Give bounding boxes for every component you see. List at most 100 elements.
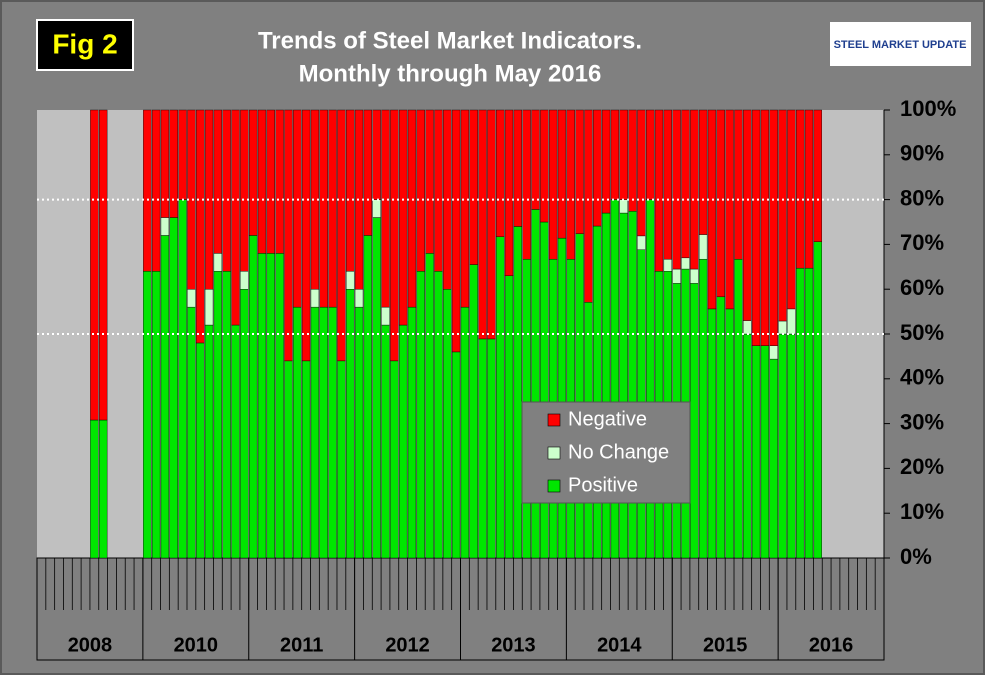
bar-segment xyxy=(416,109,425,272)
bar-segment xyxy=(346,289,355,559)
bar-segment xyxy=(804,267,814,559)
bar-segment xyxy=(698,109,708,235)
bar-segment xyxy=(319,306,328,559)
bar-segment xyxy=(257,253,267,559)
y-tick-label: 90% xyxy=(900,141,944,166)
bar-segment xyxy=(99,419,108,559)
bar-segment xyxy=(363,109,373,236)
figure-label: Fig 2 xyxy=(52,28,117,59)
bar-segment xyxy=(407,109,417,308)
bar-segment xyxy=(796,267,805,559)
y-tick-label: 10% xyxy=(900,499,944,524)
legend-swatch xyxy=(547,413,561,427)
bar-segment xyxy=(354,289,364,308)
bar-segment xyxy=(707,109,717,310)
bar-segment xyxy=(796,109,805,269)
y-tick-label: 70% xyxy=(900,230,944,255)
bar-segment xyxy=(619,212,628,559)
bar-segment xyxy=(487,109,496,340)
y-tick-label: 50% xyxy=(900,320,944,345)
bar-segment xyxy=(381,109,390,308)
bar-segment xyxy=(813,109,822,242)
bar-segment xyxy=(469,109,478,265)
bar-segment xyxy=(372,109,381,200)
legend-swatch xyxy=(547,446,561,460)
bar-segment xyxy=(381,306,390,326)
bar-segment xyxy=(663,258,673,272)
bar-segment xyxy=(610,109,620,200)
bar-segment xyxy=(778,320,787,335)
bar-segment xyxy=(187,289,196,308)
bar-segment xyxy=(672,268,681,284)
bar-segment xyxy=(213,271,223,559)
bar-segment xyxy=(301,109,311,362)
bar-segment xyxy=(513,226,523,559)
bar-segment xyxy=(160,109,170,218)
bar-segment xyxy=(460,109,470,308)
bar-segment xyxy=(407,306,417,559)
legend-swatch xyxy=(547,479,561,493)
bar-segment xyxy=(601,212,611,559)
bar-segment xyxy=(557,109,567,239)
bar-segment xyxy=(813,241,822,559)
y-tick-label: 30% xyxy=(900,409,944,434)
bar-segment xyxy=(566,109,575,260)
bar-segment xyxy=(398,324,408,559)
bar-segment xyxy=(787,333,796,559)
figure-badge xyxy=(36,19,134,71)
bar-segment xyxy=(425,253,434,559)
bar-segment xyxy=(478,338,487,559)
bar-segment xyxy=(248,235,258,559)
y-tick-label: 100% xyxy=(900,96,956,121)
bar-segment xyxy=(751,109,761,346)
bar-segment xyxy=(398,109,408,326)
bar-segment xyxy=(663,109,673,260)
bar-segment xyxy=(769,109,778,346)
bar-segment xyxy=(434,271,443,559)
x-group-label: 2010 xyxy=(174,634,219,656)
bar-segment xyxy=(337,360,346,559)
bar-segment xyxy=(204,289,214,326)
bar-segment xyxy=(248,109,258,236)
bar-segment xyxy=(637,109,646,237)
y-tick-label: 40% xyxy=(900,365,944,390)
bar-segment xyxy=(778,109,787,322)
bar-segment xyxy=(284,109,293,362)
y-tick-label: 0% xyxy=(900,544,932,569)
bar-segment xyxy=(160,235,170,559)
bar-segment xyxy=(372,199,381,218)
bar-segment xyxy=(751,345,761,559)
bar-segment xyxy=(151,109,161,272)
bar-segment xyxy=(628,109,637,212)
bar-segment xyxy=(681,109,690,259)
bar-segment xyxy=(257,109,267,254)
bar-segment xyxy=(513,109,523,227)
bar-segment xyxy=(231,109,240,326)
bar-segment xyxy=(681,257,690,270)
bar-segment xyxy=(531,109,540,210)
bar-segment xyxy=(707,308,717,559)
logo: STEEL MARKET UPDATE xyxy=(834,39,967,51)
bar-segment xyxy=(769,345,778,360)
bar-segment xyxy=(390,360,399,559)
bar-segment xyxy=(381,324,390,559)
bar-segment xyxy=(584,109,593,303)
x-group-label: 2008 xyxy=(68,634,113,656)
bar-segment xyxy=(610,199,620,559)
bar-segment xyxy=(240,289,249,559)
bar-segment xyxy=(575,233,584,559)
bar-segment xyxy=(469,264,478,559)
bar-segment xyxy=(646,199,655,559)
bar-segment xyxy=(204,109,214,290)
bar-segment xyxy=(804,109,814,269)
bar-segment xyxy=(690,268,699,284)
bar-segment xyxy=(725,308,734,559)
bar-segment xyxy=(240,271,249,290)
bar-segment xyxy=(99,109,108,421)
bar-segment xyxy=(196,342,205,559)
x-group-label: 2011 xyxy=(280,634,323,656)
bar-segment xyxy=(213,109,223,254)
bar-segment xyxy=(425,109,434,254)
bar-segment xyxy=(346,271,355,290)
bar-segment xyxy=(319,109,328,308)
